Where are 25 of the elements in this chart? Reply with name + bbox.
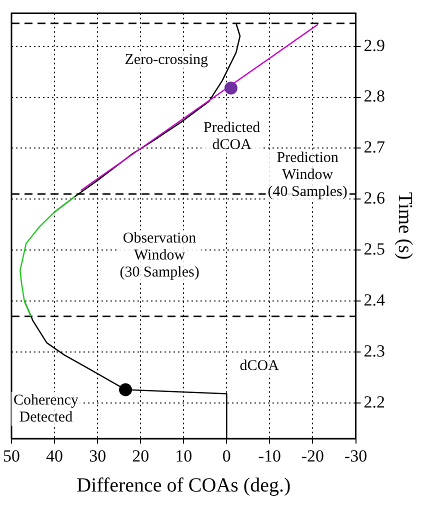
annotation: Zero-crossing bbox=[124, 52, 209, 68]
y-tick-label: 2.8 bbox=[364, 86, 385, 106]
y-tick-label: 2.6 bbox=[364, 188, 385, 208]
y-tick-label: 2.9 bbox=[364, 36, 385, 55]
x-tick-label: 0 bbox=[222, 446, 231, 466]
y-axis-title: Time (s) bbox=[394, 192, 416, 260]
annotation: Prediction Window (40 Samples) bbox=[268, 150, 348, 200]
annotation: dCOA bbox=[240, 358, 280, 374]
x-tick-label: -30 bbox=[344, 446, 368, 466]
annotation: Observation Window (30 Samples) bbox=[120, 230, 200, 281]
x-tick-label: -10 bbox=[258, 446, 282, 466]
y-tick-label: 2.7 bbox=[364, 138, 386, 157]
x-axis-title: Difference of COAs (deg.) bbox=[76, 474, 291, 496]
y-tick-label: 2.3 bbox=[364, 341, 385, 360]
x-tick-label: 20 bbox=[132, 446, 150, 466]
y-tick-label: 2.4 bbox=[364, 290, 386, 310]
y-tick-label: 2.2 bbox=[364, 392, 385, 412]
x-tick-label: -20 bbox=[301, 446, 324, 466]
annotation: Coherency Detected bbox=[13, 392, 79, 426]
x-tick-label: 30 bbox=[89, 446, 106, 466]
x-tick-label: 40 bbox=[46, 446, 64, 466]
x-tick-label: 50 bbox=[3, 446, 20, 466]
annotation: Predicted dCOA bbox=[203, 120, 261, 154]
y-tick-label: 2.5 bbox=[364, 240, 385, 259]
x-tick-label: 10 bbox=[175, 446, 192, 466]
